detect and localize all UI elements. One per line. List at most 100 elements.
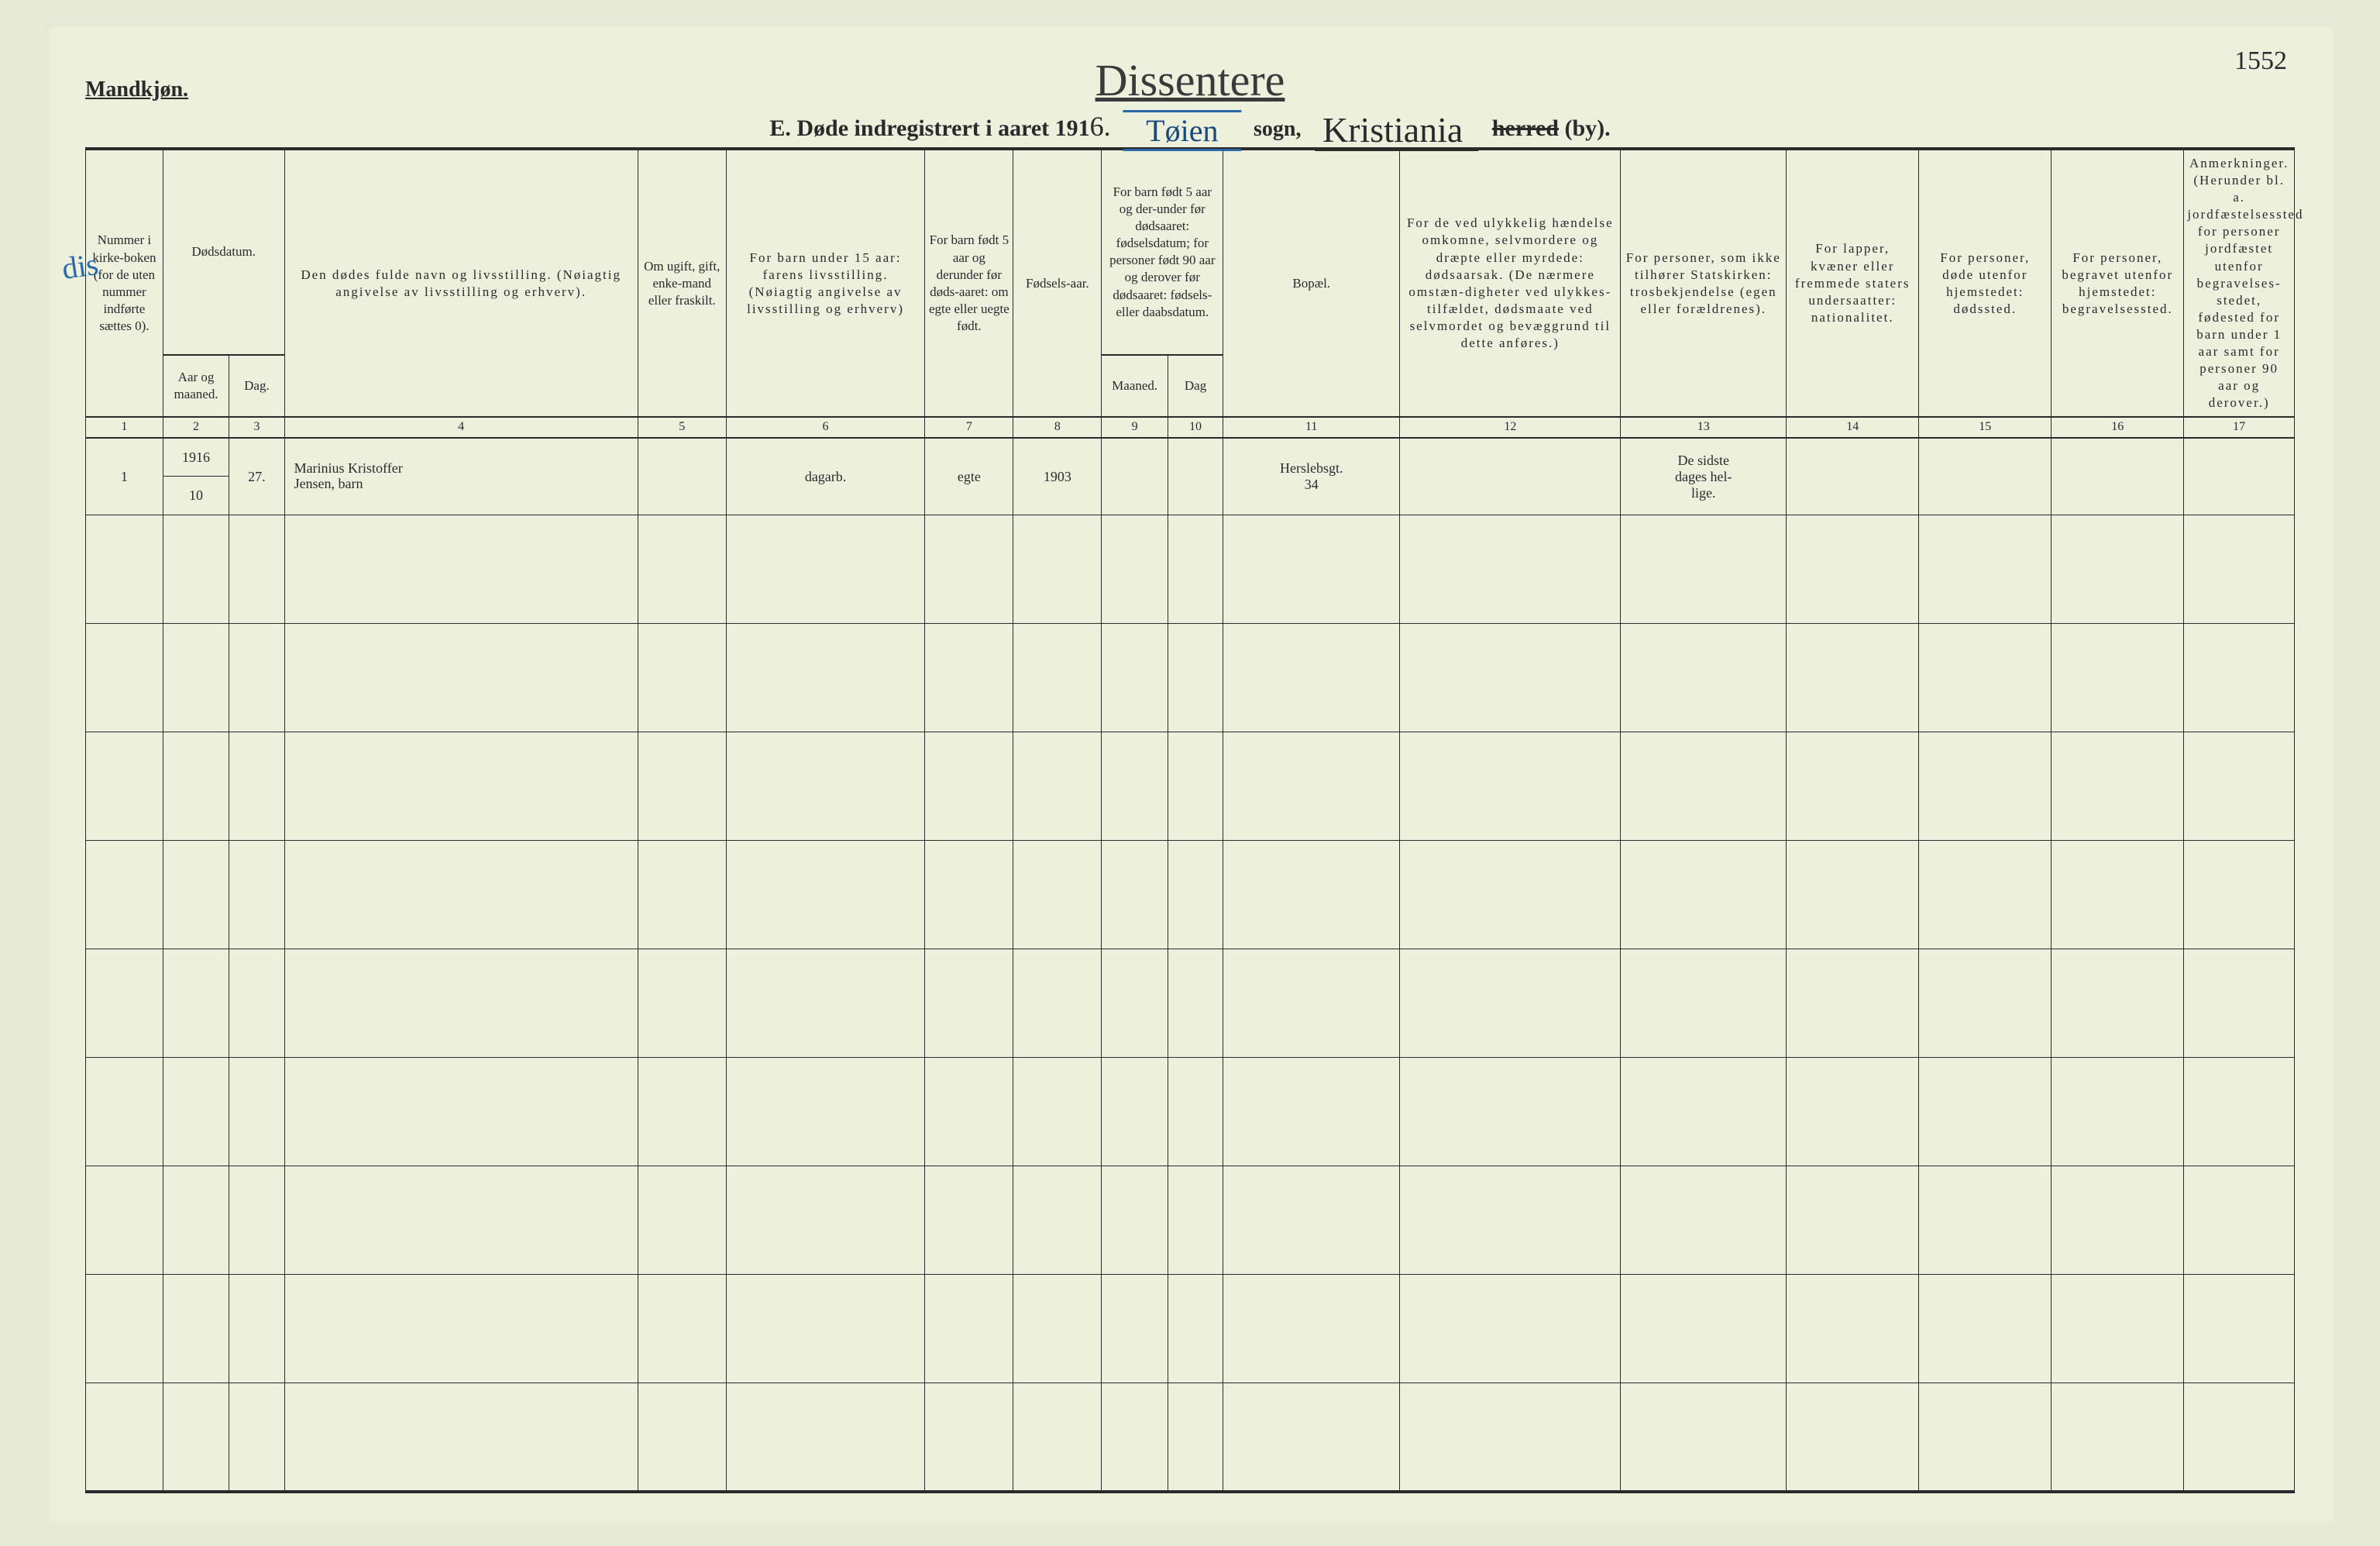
col-12-text: For de ved ulykkelig hændelse omkomne, s… <box>1407 215 1614 350</box>
colnum: 4 <box>284 417 638 438</box>
empty-row <box>86 1275 2295 1383</box>
col-4-text: Den dødes fulde navn og livsstilling. (N… <box>301 267 621 299</box>
col-7-header: For barn født 5 aar og derunder før døds… <box>925 149 1013 417</box>
header: Mandkjøn. Dissentere E. Døde indregistre… <box>85 54 2295 139</box>
col-12-header: For de ved ulykkelig hændelse omkomne, s… <box>1400 149 1621 417</box>
entry-faith-line1: De sidste <box>1624 453 1783 469</box>
col-2a-header: Aar og maaned. <box>163 355 229 418</box>
col-14-text: For lapper, kvæner eller fremmede stater… <box>1795 241 1911 324</box>
col-13-header: For personer, som ikke tilhører Statskir… <box>1621 149 1787 417</box>
col-9-10-header: For barn født 5 aar og der-under før død… <box>1102 149 1223 355</box>
by-label: (by). <box>1564 115 1610 141</box>
colnum: 11 <box>1223 417 1400 438</box>
entry-col17 <box>2184 438 2295 515</box>
entry-address-line1: Herslebsgt. <box>1226 460 1396 477</box>
entry-col10 <box>1168 438 1223 515</box>
col-4-header: Den dødes fulde navn og livsstilling. (N… <box>284 149 638 417</box>
table-head: Nummer i kirke-boken (for de uten nummer… <box>86 149 2295 438</box>
entry-row-1: 1 1916 10 27. Marinius Kristoffer Jensen… <box>86 438 2295 515</box>
empty-row <box>86 1166 2295 1275</box>
col-10-sub: Dag <box>1168 355 1223 418</box>
entry-col11: Herslebsgt. 34 <box>1223 438 1400 515</box>
entry-month: 10 <box>163 477 229 515</box>
title-line: E. Døde indregistrert i aaret 1916. Tøie… <box>769 109 1610 151</box>
col-9-sub: Maaned. <box>1102 355 1168 418</box>
table-body: 1 1916 10 27. Marinius Kristoffer Jensen… <box>86 438 2295 1492</box>
entry-year-month: 1916 10 <box>163 438 229 515</box>
entry-address-line2: 34 <box>1226 477 1396 493</box>
empty-row <box>86 841 2295 949</box>
colnum: 5 <box>638 417 726 438</box>
colnum: 17 <box>2184 417 2295 438</box>
colnum: 9 <box>1102 417 1168 438</box>
col-8-header: Fødsels-aar. <box>1013 149 1102 417</box>
colnum: 13 <box>1621 417 1787 438</box>
col-11-header: Bopæl. <box>1223 149 1400 417</box>
entry-name-line1: Marinius Kristoffer <box>294 461 635 477</box>
empty-row <box>86 732 2295 841</box>
entry-number: 1 <box>86 438 163 515</box>
col-5-header: Om ugift, gift, enke-mand eller fraskilt… <box>638 149 726 417</box>
col-13-text: For personer, som ikke tilhører Statskir… <box>1626 250 1781 316</box>
colnum: 15 <box>1919 417 2052 438</box>
col-14-header: For lapper, kvæner eller fremmede stater… <box>1787 149 1919 417</box>
colnum: 7 <box>925 417 1013 438</box>
entry-faith-line3: lige. <box>1624 485 1783 501</box>
empty-row <box>86 1058 2295 1166</box>
colnum: 8 <box>1013 417 1102 438</box>
col-2-header: Dødsdatum. <box>163 149 284 355</box>
entry-col16 <box>2052 438 2184 515</box>
gender-label: Mandkjøn. <box>85 77 188 102</box>
col-15-text: For personer, døde utenfor hjemstedet: d… <box>1940 250 2030 316</box>
entry-col7: egte <box>925 438 1013 515</box>
colnum: 6 <box>726 417 925 438</box>
colnum: 1 <box>86 417 163 438</box>
colnum: 16 <box>2052 417 2184 438</box>
title-prefix: Døde indregistrert i aaret 191 <box>796 115 1089 141</box>
entry-day: 27. <box>229 438 284 515</box>
col-16-header: For personer, begravet utenfor hjemstede… <box>2052 149 2184 417</box>
entry-col6: dagarb. <box>726 438 925 515</box>
colnum: 2 <box>163 417 229 438</box>
entry-name: Marinius Kristoffer Jensen, barn <box>284 438 638 515</box>
empty-row <box>86 624 2295 732</box>
header-row-1: Nummer i kirke-boken (for de uten nummer… <box>86 149 2295 355</box>
margin-annotation: dis <box>60 246 101 287</box>
colnum: 14 <box>1787 417 1919 438</box>
entry-faith-line2: dages hel- <box>1624 469 1783 485</box>
entry-col5 <box>638 438 726 515</box>
herred-struck: herred <box>1492 115 1559 141</box>
city-name: Kristiania <box>1315 109 1478 151</box>
sogn-label: sogn, <box>1254 117 1301 141</box>
empty-row <box>86 949 2295 1058</box>
col-6-text: For barn under 15 aar: farens livsstilli… <box>747 250 904 316</box>
colnum-row: 1 2 3 4 5 6 7 8 9 10 11 12 13 14 15 16 1… <box>86 417 2295 438</box>
entry-col8: 1903 <box>1013 438 1102 515</box>
empty-row <box>86 515 2295 624</box>
entry-year: 1916 <box>163 439 229 477</box>
entry-col12 <box>1400 438 1621 515</box>
colnum: 3 <box>229 417 284 438</box>
col-17-text: Anmerkninger. (Herunder bl. a. jordfæste… <box>2187 156 2303 410</box>
register-table: Nummer i kirke-boken (for de uten nummer… <box>85 147 2295 1493</box>
colnum: 12 <box>1400 417 1621 438</box>
section-letter: E. <box>769 115 791 141</box>
entry-col15 <box>1919 438 2052 515</box>
col-15-header: For personer, døde utenfor hjemstedet: d… <box>1919 149 2052 417</box>
register-page: 15 5 2 dis Mandkjøn. Dissentere E. Døde in… <box>46 23 2334 1523</box>
colnum: 10 <box>1168 417 1223 438</box>
col-6-header: For barn under 15 aar: farens livsstilli… <box>726 149 925 417</box>
dissentere-script: Dissentere <box>769 54 1610 106</box>
col-2b-header: Dag. <box>229 355 284 418</box>
entry-col14 <box>1787 438 1919 515</box>
header-center: Dissentere E. Døde indregistrert i aaret… <box>769 54 1610 151</box>
col-1-header: Nummer i kirke-boken (for de uten nummer… <box>86 149 163 417</box>
entry-col13: De sidste dages hel- lige. <box>1621 438 1787 515</box>
year-suffix: 6. <box>1090 111 1111 142</box>
col-16-text: For personer, begravet utenfor hjemstede… <box>2062 250 2173 316</box>
entry-name-line2: Jensen, barn <box>294 477 635 492</box>
entry-col9 <box>1102 438 1168 515</box>
parish-name: Tøien <box>1123 110 1241 151</box>
empty-row <box>86 1383 2295 1492</box>
col-17-header: Anmerkninger. (Herunder bl. a. jordfæste… <box>2184 149 2295 417</box>
